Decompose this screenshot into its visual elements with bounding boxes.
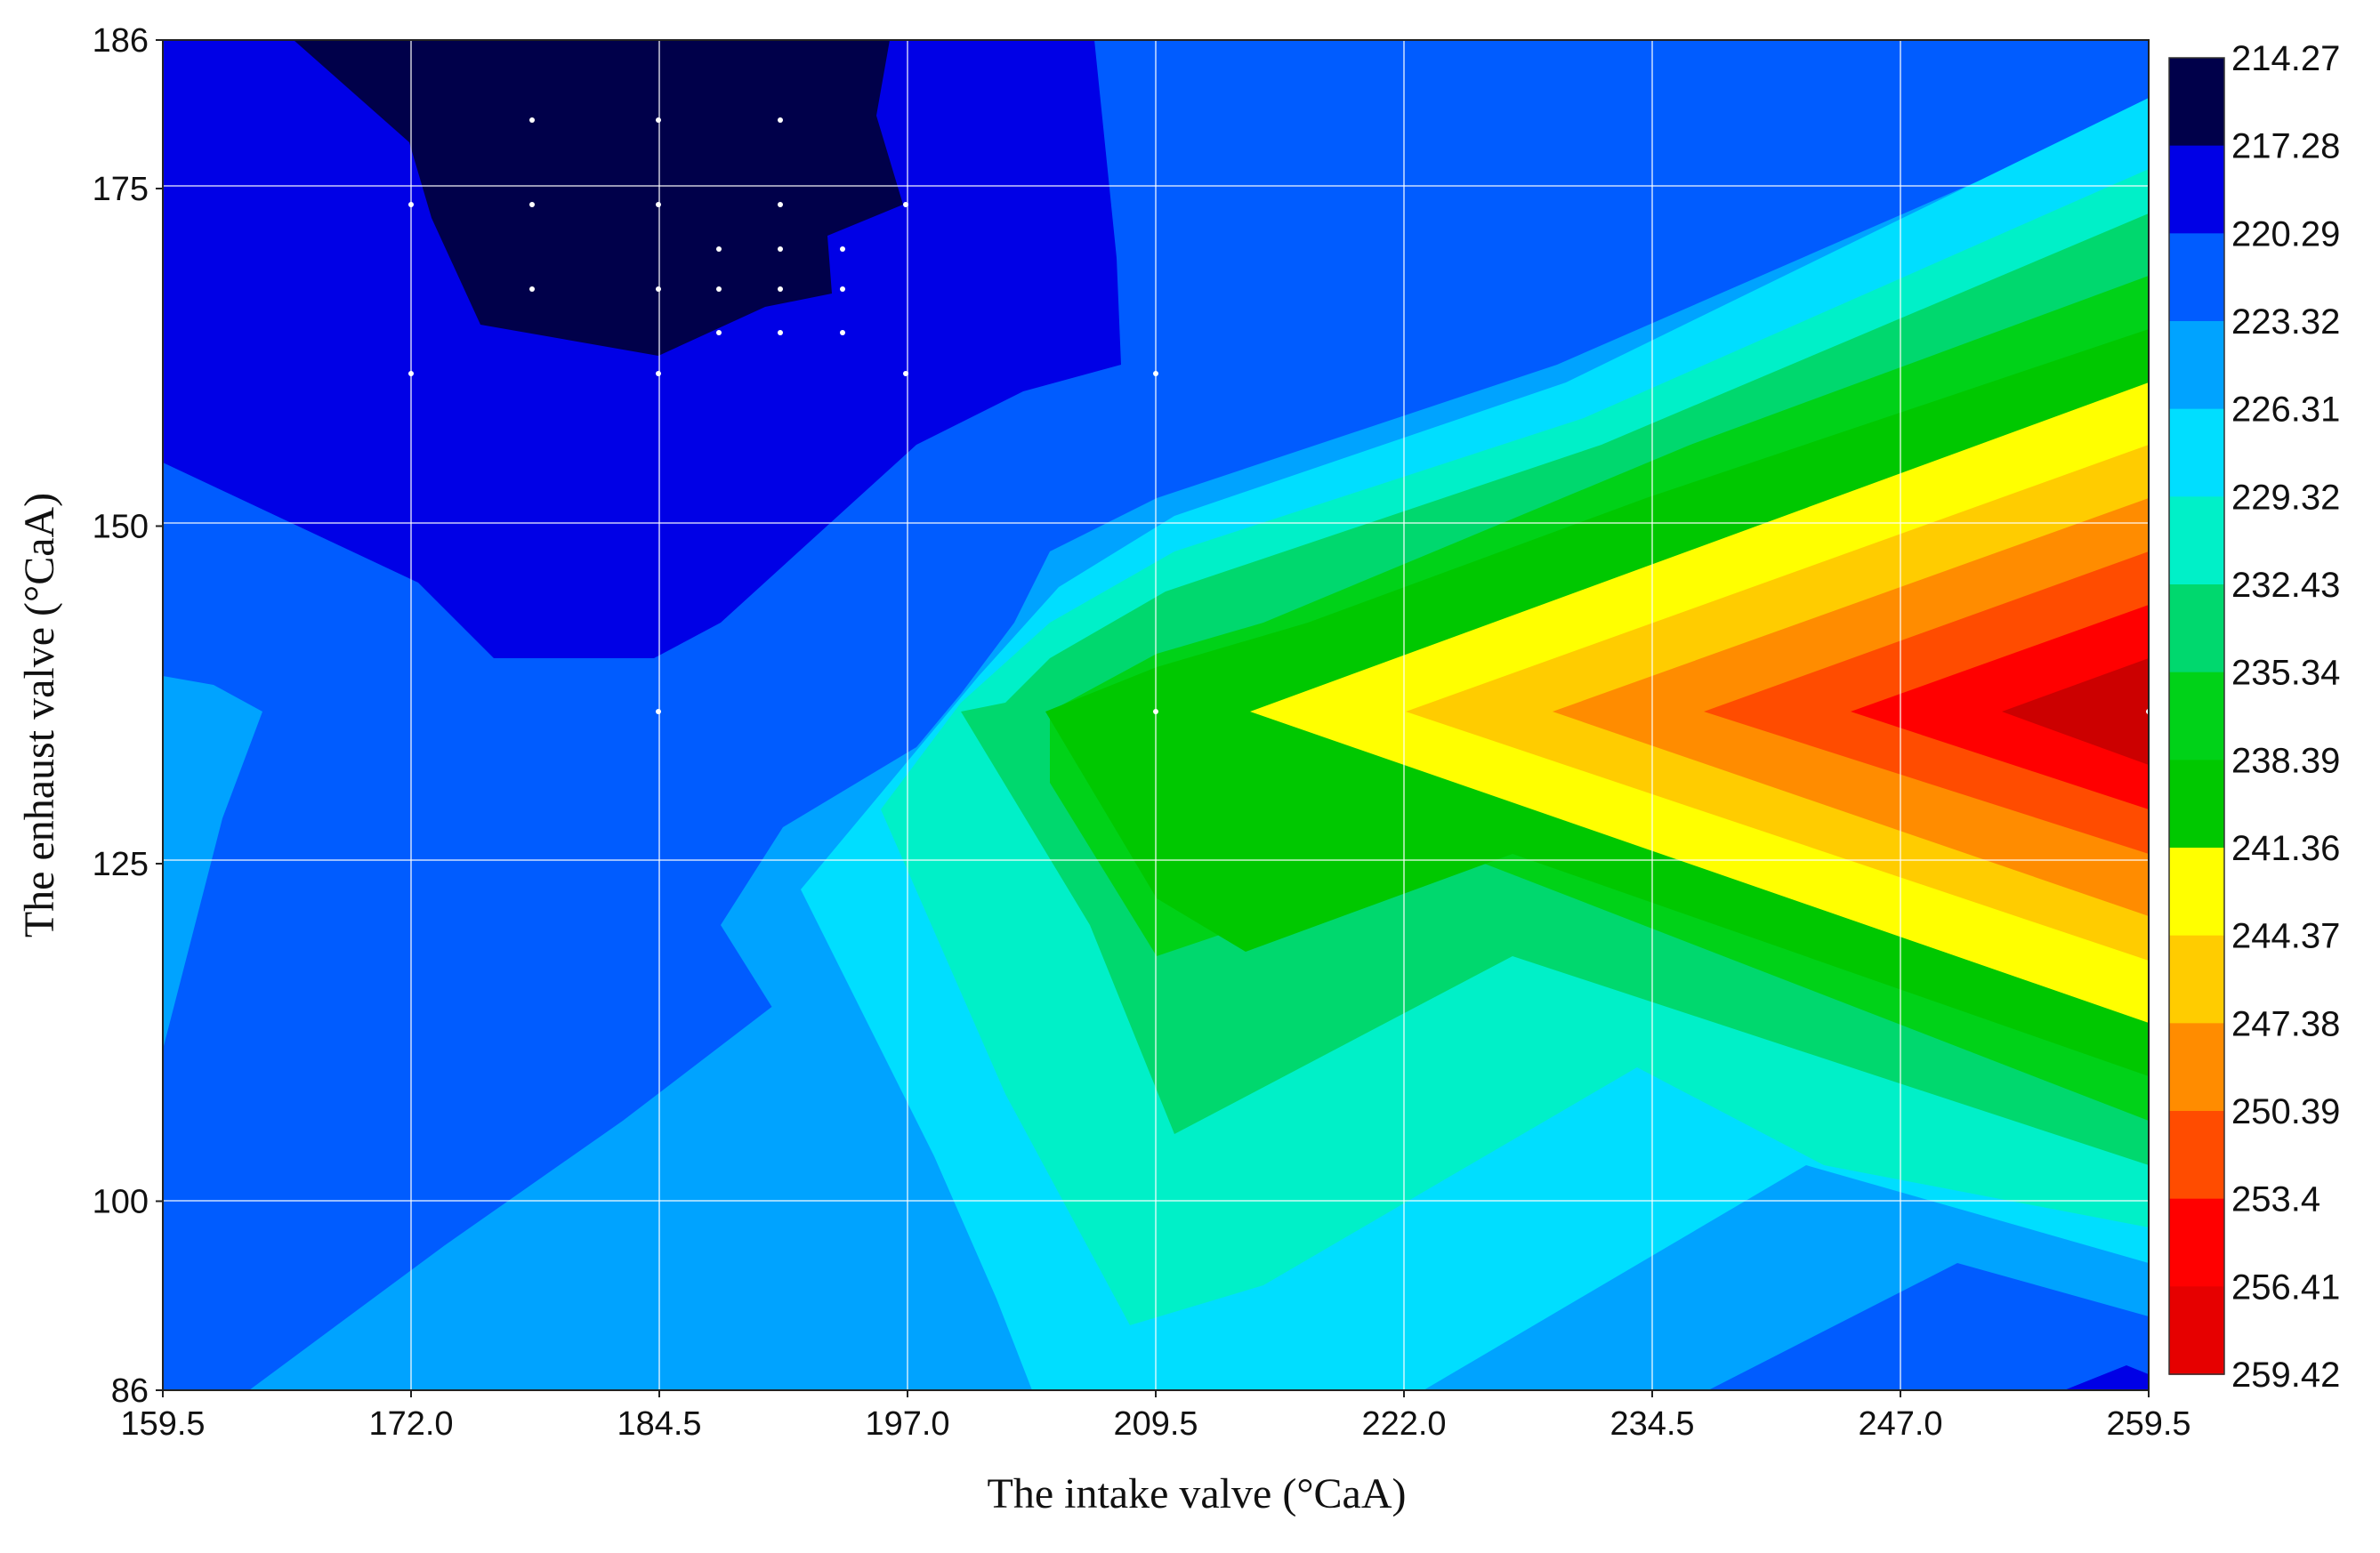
colorbar-label: 241.36 (2231, 829, 2340, 868)
sample-point (408, 371, 414, 376)
sample-point (716, 330, 722, 335)
colorbar-swatch (2169, 1023, 2224, 1112)
colorbar-label: 253.4 (2231, 1180, 2320, 1219)
colorbar-label: 238.39 (2231, 741, 2340, 780)
colorbar-swatch (2169, 1111, 2224, 1200)
x-axis: 159.5 172.0 184.5 197.0 209.5 222.0 234.5 247.0… (120, 1390, 2191, 1443)
x-tick-label: 222.0 (1361, 1405, 1446, 1443)
colorbar-label: 247.38 (2231, 1004, 2340, 1043)
sample-point (1153, 709, 1158, 714)
contour-band-223-bottom (249, 925, 1077, 1390)
sample-point (656, 709, 661, 714)
colorbar-label: 217.28 (2231, 127, 2340, 166)
y-tick-label: 86 (111, 1372, 149, 1410)
colorbar-label: 229.32 (2231, 478, 2340, 517)
colorbar-label: 226.31 (2231, 390, 2340, 430)
sample-point (840, 246, 845, 252)
sample-point (656, 202, 661, 207)
colorbar-label: 223.32 (2231, 302, 2340, 342)
colorbar-label: 244.37 (2231, 917, 2340, 956)
y-tick-label: 186 (93, 22, 149, 60)
colorbar-label: 259.42 (2231, 1356, 2340, 1395)
colorbar-frame (2168, 57, 2225, 1375)
sample-point (778, 330, 783, 335)
sample-point (529, 117, 535, 123)
sample-point (656, 371, 661, 376)
x-tick-label: 259.5 (2106, 1405, 2190, 1443)
colorbar-swatch (2169, 672, 2224, 761)
contour-band-220-lower-right (1708, 1263, 2149, 1390)
grid (163, 40, 2149, 1390)
sample-point (716, 286, 722, 292)
sample-point (408, 202, 414, 207)
colorbar-swatch (2169, 233, 2224, 322)
sample-point (529, 286, 535, 292)
x-tick-label: 234.5 (1610, 1405, 1694, 1443)
sample-point (778, 202, 783, 207)
colorbar-label: 250.39 (2231, 1092, 2340, 1131)
y-axis-title: The enhaust valve (°CaA) (16, 493, 63, 937)
sample-point (716, 246, 722, 252)
colorbar-swatch (2169, 1286, 2224, 1375)
sample-point (840, 286, 845, 292)
colorbar-label: 256.41 (2231, 1267, 2340, 1307)
sample-point (529, 202, 535, 207)
sample-point (778, 117, 783, 123)
y-tick-label: 100 (93, 1183, 149, 1220)
sample-point (656, 117, 661, 123)
x-tick-label: 197.0 (865, 1405, 949, 1443)
sample-point (778, 246, 783, 252)
colorbar-label: 232.43 (2231, 566, 2340, 605)
x-axis-title: The intake valve (°CaA) (988, 1470, 1407, 1517)
y-tick-label: 125 (93, 846, 149, 883)
colorbar-swatch (2169, 145, 2224, 235)
contour-band-214 (294, 40, 903, 356)
sample-point (656, 286, 661, 292)
sample-point (903, 371, 908, 376)
colorbar-swatch (2169, 584, 2224, 673)
colorbar-label: 220.29 (2231, 214, 2340, 253)
sample-point (903, 202, 908, 207)
contour-band-253 (1851, 605, 2149, 809)
colorbar-swatch (2169, 58, 2224, 147)
x-tick-label: 184.5 (617, 1405, 701, 1443)
colorbar-swatch (2169, 408, 2224, 498)
x-tick-label: 172.0 (368, 1405, 453, 1443)
colorbar: 214.27 217.28 220.29 223.32 226.31 229.32 232.… (2168, 39, 2340, 1395)
x-tick-label: 209.5 (1113, 1405, 1198, 1443)
colorbar-swatch (2169, 321, 2224, 410)
sample-point (1153, 371, 1158, 376)
colorbar-label: 214.27 (2231, 39, 2340, 78)
contour-band-217-corner (2064, 1365, 2149, 1390)
x-tick-label: 247.0 (1858, 1405, 1942, 1443)
sample-markers (408, 117, 2149, 714)
x-tick-label: 159.5 (120, 1405, 205, 1443)
sample-point (840, 330, 845, 335)
colorbar-swatch (2169, 935, 2224, 1025)
y-tick-label: 150 (93, 508, 149, 545)
plot-area (163, 40, 2149, 1390)
colorbar-label: 235.34 (2231, 654, 2340, 693)
colorbar-swatch (2169, 760, 2224, 849)
contour-band-223-left (163, 676, 262, 1050)
y-axis: 86 100 125 150 175 186 (93, 22, 163, 1410)
sample-point (778, 286, 783, 292)
colorbar-swatch (2169, 848, 2224, 937)
contour-band-256 (2002, 658, 2149, 765)
colorbar-swatch (2169, 1198, 2224, 1288)
y-tick-label: 175 (93, 171, 149, 208)
colorbar-swatch (2169, 496, 2224, 585)
